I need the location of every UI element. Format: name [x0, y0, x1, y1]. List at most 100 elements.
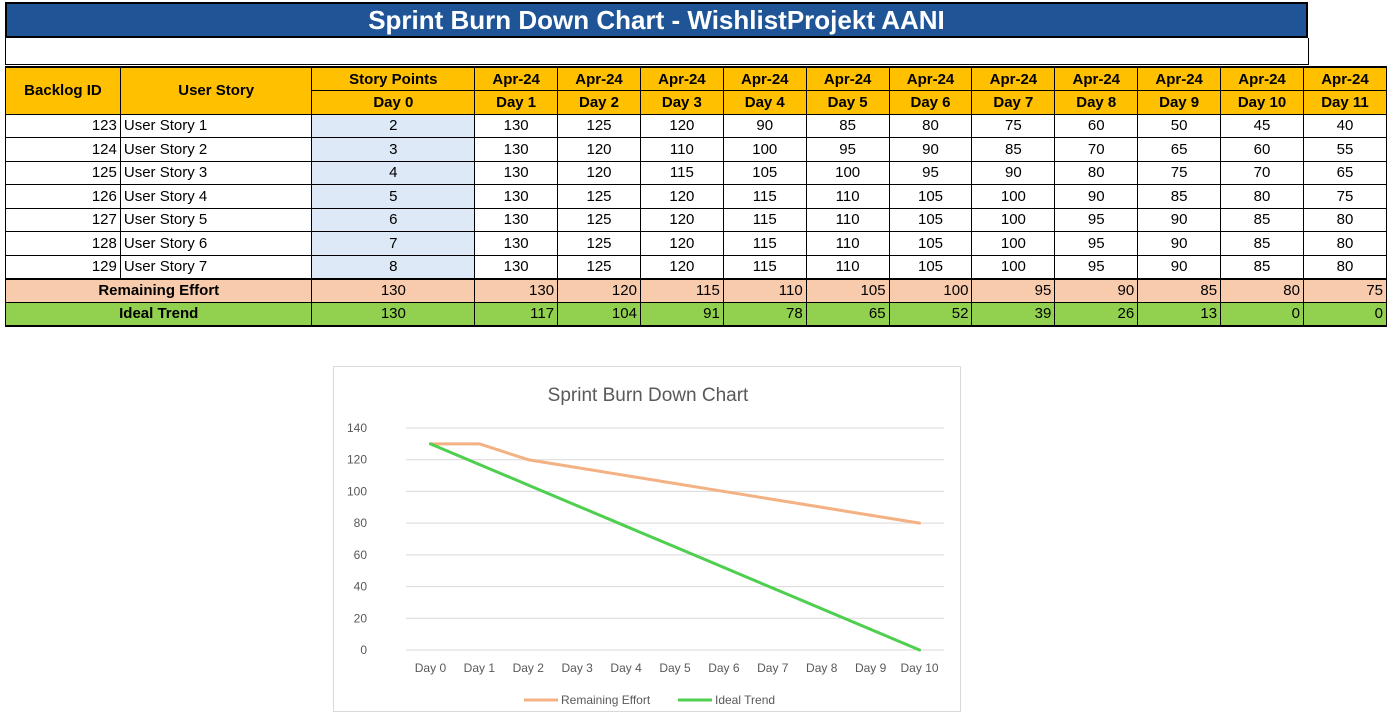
day-value-cell[interactable]: 100	[971, 231, 1056, 256]
header-day-10[interactable]: Day 10	[1220, 90, 1304, 115]
day-value-cell[interactable]: 90	[1137, 231, 1222, 256]
day-value-cell[interactable]: 50	[1137, 113, 1222, 138]
day-value-cell[interactable]: 70	[1054, 137, 1139, 162]
day-value-cell[interactable]: 120	[639, 113, 724, 138]
backlog-id-cell[interactable]: 123	[5, 113, 121, 138]
day-value-cell[interactable]: 130	[474, 207, 559, 232]
header-day-1[interactable]: Day 1	[474, 90, 559, 115]
remaining-value-cell[interactable]: 95	[971, 277, 1056, 303]
day-value-cell[interactable]: 125	[557, 231, 641, 256]
backlog-id-cell[interactable]: 129	[5, 254, 121, 279]
story-points-cell[interactable]: 5	[311, 184, 476, 209]
day-value-cell[interactable]: 85	[1220, 231, 1304, 256]
header-day-0[interactable]: Day 0	[311, 90, 476, 115]
day-value-cell[interactable]: 130	[474, 160, 559, 185]
day-value-cell[interactable]: 125	[557, 184, 641, 209]
user-story-cell[interactable]: User Story 5	[119, 207, 313, 232]
header-day-8[interactable]: Day 8	[1054, 90, 1139, 115]
user-story-cell[interactable]: User Story 4	[119, 184, 313, 209]
ideal-value-cell[interactable]: 65	[805, 301, 890, 327]
header-day-5[interactable]: Day 5	[805, 90, 890, 115]
remaining-day0-cell[interactable]: 130	[311, 277, 476, 303]
day-value-cell[interactable]: 95	[1054, 231, 1139, 256]
day-value-cell[interactable]: 125	[557, 207, 641, 232]
day-value-cell[interactable]: 110	[805, 231, 890, 256]
day-value-cell[interactable]: 80	[1220, 184, 1304, 209]
day-value-cell[interactable]: 130	[474, 254, 559, 279]
ideal-value-cell[interactable]: 91	[639, 301, 724, 327]
day-value-cell[interactable]: 115	[722, 184, 807, 209]
day-value-cell[interactable]: 70	[1220, 160, 1304, 185]
remaining-value-cell[interactable]: 80	[1220, 277, 1304, 303]
remaining-value-cell[interactable]: 115	[639, 277, 724, 303]
day-value-cell[interactable]: 80	[888, 113, 973, 138]
day-value-cell[interactable]: 95	[805, 137, 890, 162]
ideal-value-cell[interactable]: 0	[1220, 301, 1304, 327]
day-value-cell[interactable]: 80	[1302, 254, 1387, 279]
day-value-cell[interactable]: 95	[888, 160, 973, 185]
header-month-8[interactable]: Apr-24	[1054, 66, 1139, 91]
header-day-2[interactable]: Day 2	[557, 90, 641, 115]
remaining-label-cell[interactable]: Remaining Effort	[4, 277, 313, 303]
day-value-cell[interactable]: 85	[971, 137, 1056, 162]
day-value-cell[interactable]: 90	[888, 137, 973, 162]
day-value-cell[interactable]: 90	[722, 113, 807, 138]
day-value-cell[interactable]: 105	[888, 184, 973, 209]
ideal-value-cell[interactable]: 26	[1054, 301, 1139, 327]
day-value-cell[interactable]: 90	[1137, 207, 1222, 232]
day-value-cell[interactable]: 55	[1302, 137, 1387, 162]
day-value-cell[interactable]: 115	[722, 231, 807, 256]
header-month-6[interactable]: Apr-24	[888, 66, 973, 91]
day-value-cell[interactable]: 80	[1302, 231, 1387, 256]
remaining-value-cell[interactable]: 110	[722, 277, 807, 303]
header-day-9[interactable]: Day 9	[1137, 90, 1222, 115]
user-story-cell[interactable]: User Story 2	[119, 137, 313, 162]
story-points-cell[interactable]: 4	[311, 160, 476, 185]
ideal-value-cell[interactable]: 104	[557, 301, 641, 327]
backlog-id-cell[interactable]: 128	[5, 231, 121, 256]
story-points-cell[interactable]: 7	[311, 231, 476, 256]
remaining-value-cell[interactable]: 75	[1302, 277, 1387, 303]
header-month-7[interactable]: Apr-24	[971, 66, 1056, 91]
day-value-cell[interactable]: 105	[888, 254, 973, 279]
ideal-value-cell[interactable]: 78	[722, 301, 807, 327]
day-value-cell[interactable]: 45	[1220, 113, 1304, 138]
day-value-cell[interactable]: 85	[1220, 207, 1304, 232]
day-value-cell[interactable]: 120	[639, 231, 724, 256]
backlog-id-cell[interactable]: 127	[5, 207, 121, 232]
sheet-title[interactable]: Sprint Burn Down Chart - WishlistProjekt…	[5, 2, 1308, 38]
day-value-cell[interactable]: 65	[1302, 160, 1387, 185]
user-story-cell[interactable]: User Story 1	[119, 113, 313, 138]
day-value-cell[interactable]: 110	[805, 207, 890, 232]
story-points-cell[interactable]: 6	[311, 207, 476, 232]
day-value-cell[interactable]: 130	[474, 184, 559, 209]
backlog-id-cell[interactable]: 126	[5, 184, 121, 209]
user-story-cell[interactable]: User Story 3	[119, 160, 313, 185]
remaining-value-cell[interactable]: 105	[805, 277, 890, 303]
ideal-value-cell[interactable]: 13	[1137, 301, 1222, 327]
header-month-5[interactable]: Apr-24	[805, 66, 890, 91]
day-value-cell[interactable]: 80	[1302, 207, 1387, 232]
day-value-cell[interactable]: 130	[474, 113, 559, 138]
header-month-3[interactable]: Apr-24	[639, 66, 724, 91]
ideal-value-cell[interactable]: 39	[971, 301, 1056, 327]
story-points-cell[interactable]: 2	[311, 113, 476, 138]
day-value-cell[interactable]: 100	[722, 137, 807, 162]
user-story-cell[interactable]: User Story 6	[119, 231, 313, 256]
day-value-cell[interactable]: 65	[1137, 137, 1222, 162]
remaining-value-cell[interactable]: 85	[1137, 277, 1222, 303]
day-value-cell[interactable]: 110	[639, 137, 724, 162]
day-value-cell[interactable]: 130	[474, 137, 559, 162]
header-user-story[interactable]: User Story	[119, 66, 313, 115]
remaining-value-cell[interactable]: 90	[1054, 277, 1139, 303]
backlog-id-cell[interactable]: 124	[5, 137, 121, 162]
header-month-1[interactable]: Apr-24	[474, 66, 559, 91]
day-value-cell[interactable]: 100	[971, 184, 1056, 209]
header-day-3[interactable]: Day 3	[639, 90, 724, 115]
ideal-value-cell[interactable]: 0	[1302, 301, 1387, 327]
header-month-2[interactable]: Apr-24	[557, 66, 641, 91]
day-value-cell[interactable]: 105	[888, 231, 973, 256]
header-month-4[interactable]: Apr-24	[722, 66, 807, 91]
day-value-cell[interactable]: 120	[639, 207, 724, 232]
day-value-cell[interactable]: 105	[888, 207, 973, 232]
